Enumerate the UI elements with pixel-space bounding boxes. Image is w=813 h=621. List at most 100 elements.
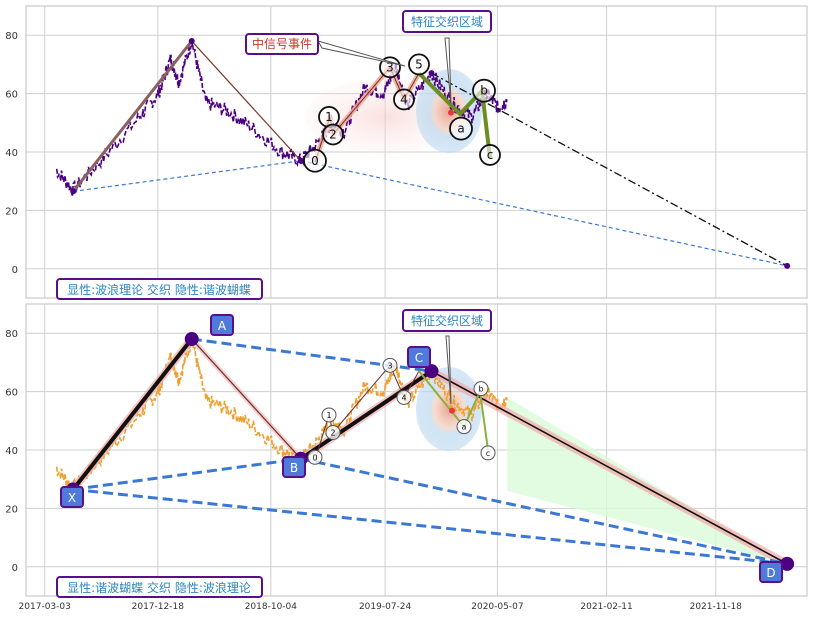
mode-label-top: 显性:波浪理论 交织 隐性:谐波蝴蝶 [67,282,251,297]
wave-label-circle [303,148,327,173]
y-tick-label: 20 [5,504,18,515]
wave-label-1: 1 [325,110,333,124]
leg-xa [71,337,194,491]
wave-label-circle [393,88,415,111]
wave-label-4: 4 [400,92,408,106]
leg-cd [431,370,788,565]
callout-arrow [445,335,452,405]
y-tick-label: 60 [5,90,18,101]
x-axis: 2017-03-03 2017-12-18 2018-10-04 2019-07-24… [19,602,743,612]
y-tick-label: 0 [12,265,18,276]
wave-label-a: a [457,122,464,136]
mode-label-bottom: 显性:谐波蝴蝶 交织 隐性:波浪理论 [67,580,251,595]
leg-xb [73,160,301,193]
x-tick-label: 2020-05-07 [471,602,523,612]
leg-bd [300,160,788,267]
callout-box [402,309,492,332]
leg-xa [72,40,193,193]
x-tick-label: 2021-11-18 [690,602,743,612]
wave-label-circle [322,123,344,146]
leg-bc [299,369,433,461]
point-label-C: C [415,351,423,365]
price-line [55,42,508,196]
wave-label-circle [479,144,501,166]
wave-label-circle [408,53,430,76]
zone-center-dot [449,407,455,414]
wave-label-0: 0 [311,154,319,168]
y-tick-label: 80 [5,31,18,42]
callout-signal-event: 中信号事件 [252,36,312,51]
point-label-D: D [766,566,775,580]
wave-label-0: 0 [312,453,317,462]
y-tick-label: 40 [5,148,18,159]
y-tick-label: 20 [5,206,18,217]
callout-box [245,33,319,55]
wave-label-circle [396,389,412,405]
leg-bd [300,457,788,566]
wave-label-circle [307,449,323,465]
pivot-point [784,262,791,269]
wave-label-circle [325,424,341,440]
wave-corrective [417,71,492,159]
wave-label-circle [321,407,337,423]
pivot-point [780,556,795,571]
point-label-box [407,346,431,368]
pivot-point [184,332,199,347]
point-label-B: B [290,461,298,475]
y-tick-label: 0 [12,563,18,574]
wave-label-c: c [486,449,490,458]
wave-label-circle [382,357,398,373]
wave-label-circle [449,116,473,141]
callout-arrow [444,37,452,105]
x-tick-label: 2017-12-18 [132,602,185,612]
pivot-point [297,157,304,164]
leg-cd [431,72,788,267]
wave-label-2: 2 [330,428,335,437]
zone-center-dot [448,109,454,116]
wave-label-circle [473,381,489,397]
callout-arrow [316,40,406,67]
pivot-point [188,38,195,45]
wave-label-a: a [462,423,467,432]
leg-xb [72,457,302,491]
wave-label-3: 3 [387,361,392,370]
leg-ab [191,338,302,460]
point-label-A: A [218,319,227,333]
x-tick-label: 2017-03-03 [19,602,71,612]
point-label-box [759,561,783,583]
point-label-box [282,456,306,478]
callout-box [402,10,492,33]
leg-ab [191,40,302,162]
wave-label-circle [456,419,472,435]
price-line [55,340,508,494]
mode-label-box [56,576,263,598]
point-label-X: X [68,491,76,505]
wave-label-circle [480,445,496,461]
x-tick-label: 2021-02-11 [580,602,632,612]
callout-feature-zone: 特征交织区域 [411,14,483,29]
y-tick-label: 60 [5,388,18,399]
wave-label-4: 4 [401,393,406,402]
wave-label-b: b [480,84,488,98]
wave-label-1: 1 [326,411,331,420]
wave-label-b: b [478,385,483,394]
x-tick-label: 2019-07-24 [359,602,412,612]
wave-label-2: 2 [329,127,337,141]
x-tick-label: 2018-10-04 [245,602,298,612]
point-label-box [60,486,84,508]
y-tick-label: 80 [5,329,18,340]
wave-label-5: 5 [415,57,423,71]
pivot-point [70,188,77,195]
wave-label-c: c [487,148,494,162]
wave-label-circle [472,78,496,103]
pivot-point [428,70,435,77]
callout-feature-zone: 特征交织区域 [411,313,483,328]
wave-label-circle [379,56,401,79]
y-tick-label: 40 [5,446,18,457]
point-label-box [210,314,234,336]
mode-label-box [56,278,263,300]
